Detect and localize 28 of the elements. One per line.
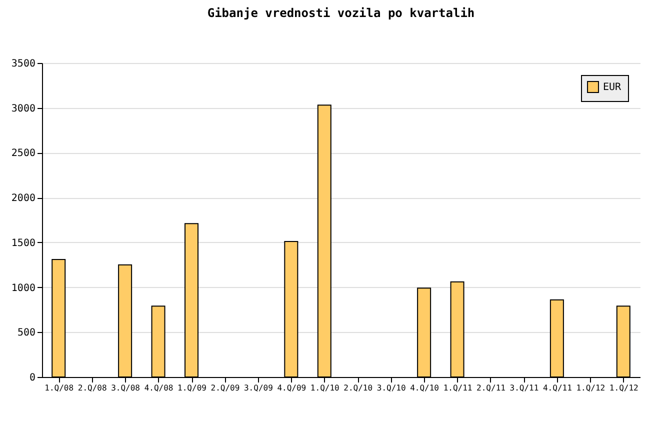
- x-tick-label: 3.Q/09: [244, 384, 274, 392]
- x-tick-label: 3.Q/08: [111, 384, 140, 392]
- x-tick-label: 1.Q/10: [310, 384, 340, 392]
- x-tick-label: 4.Q/08: [144, 384, 174, 392]
- x-tick-label: 2.Q/08: [78, 384, 107, 392]
- x-tick-label: 1.Q/09: [178, 384, 207, 392]
- x-tick-label: 4.Q/09: [277, 384, 306, 392]
- y-tick-label: 1000: [11, 282, 36, 294]
- x-tick-label: 4.Q/11: [542, 384, 572, 392]
- x-tick-label: 1.Q/12: [576, 384, 606, 392]
- legend-label: EUR: [603, 82, 622, 93]
- x-tick-label: 4.Q/10: [410, 384, 440, 392]
- y-tick-label: 2500: [11, 148, 36, 160]
- x-tick-label: 3.Q/11: [510, 384, 539, 392]
- x-tick-label: 1.Q/08: [44, 384, 74, 392]
- x-tick-label: 2.Q/11: [476, 384, 506, 392]
- x-tick-label: 1.Q/12: [609, 384, 639, 392]
- x-tick-label: 2.Q/10: [344, 384, 373, 392]
- x-tick-label: 2.Q/09: [210, 384, 240, 392]
- y-tick-label: 2000: [11, 193, 36, 204]
- y-tick-label: 0: [29, 372, 36, 384]
- y-tick-label: 500: [17, 328, 36, 339]
- x-tick-label: 1.Q/11: [443, 384, 472, 392]
- y-tick-label: 3500: [11, 58, 36, 70]
- y-tick-label: 3000: [11, 103, 36, 114]
- y-tick-label: 1500: [11, 238, 36, 249]
- chart-title: Gibanje vrednosti vozila po kvartalih: [207, 6, 475, 20]
- x-tick-label: 3.Q/10: [376, 384, 406, 392]
